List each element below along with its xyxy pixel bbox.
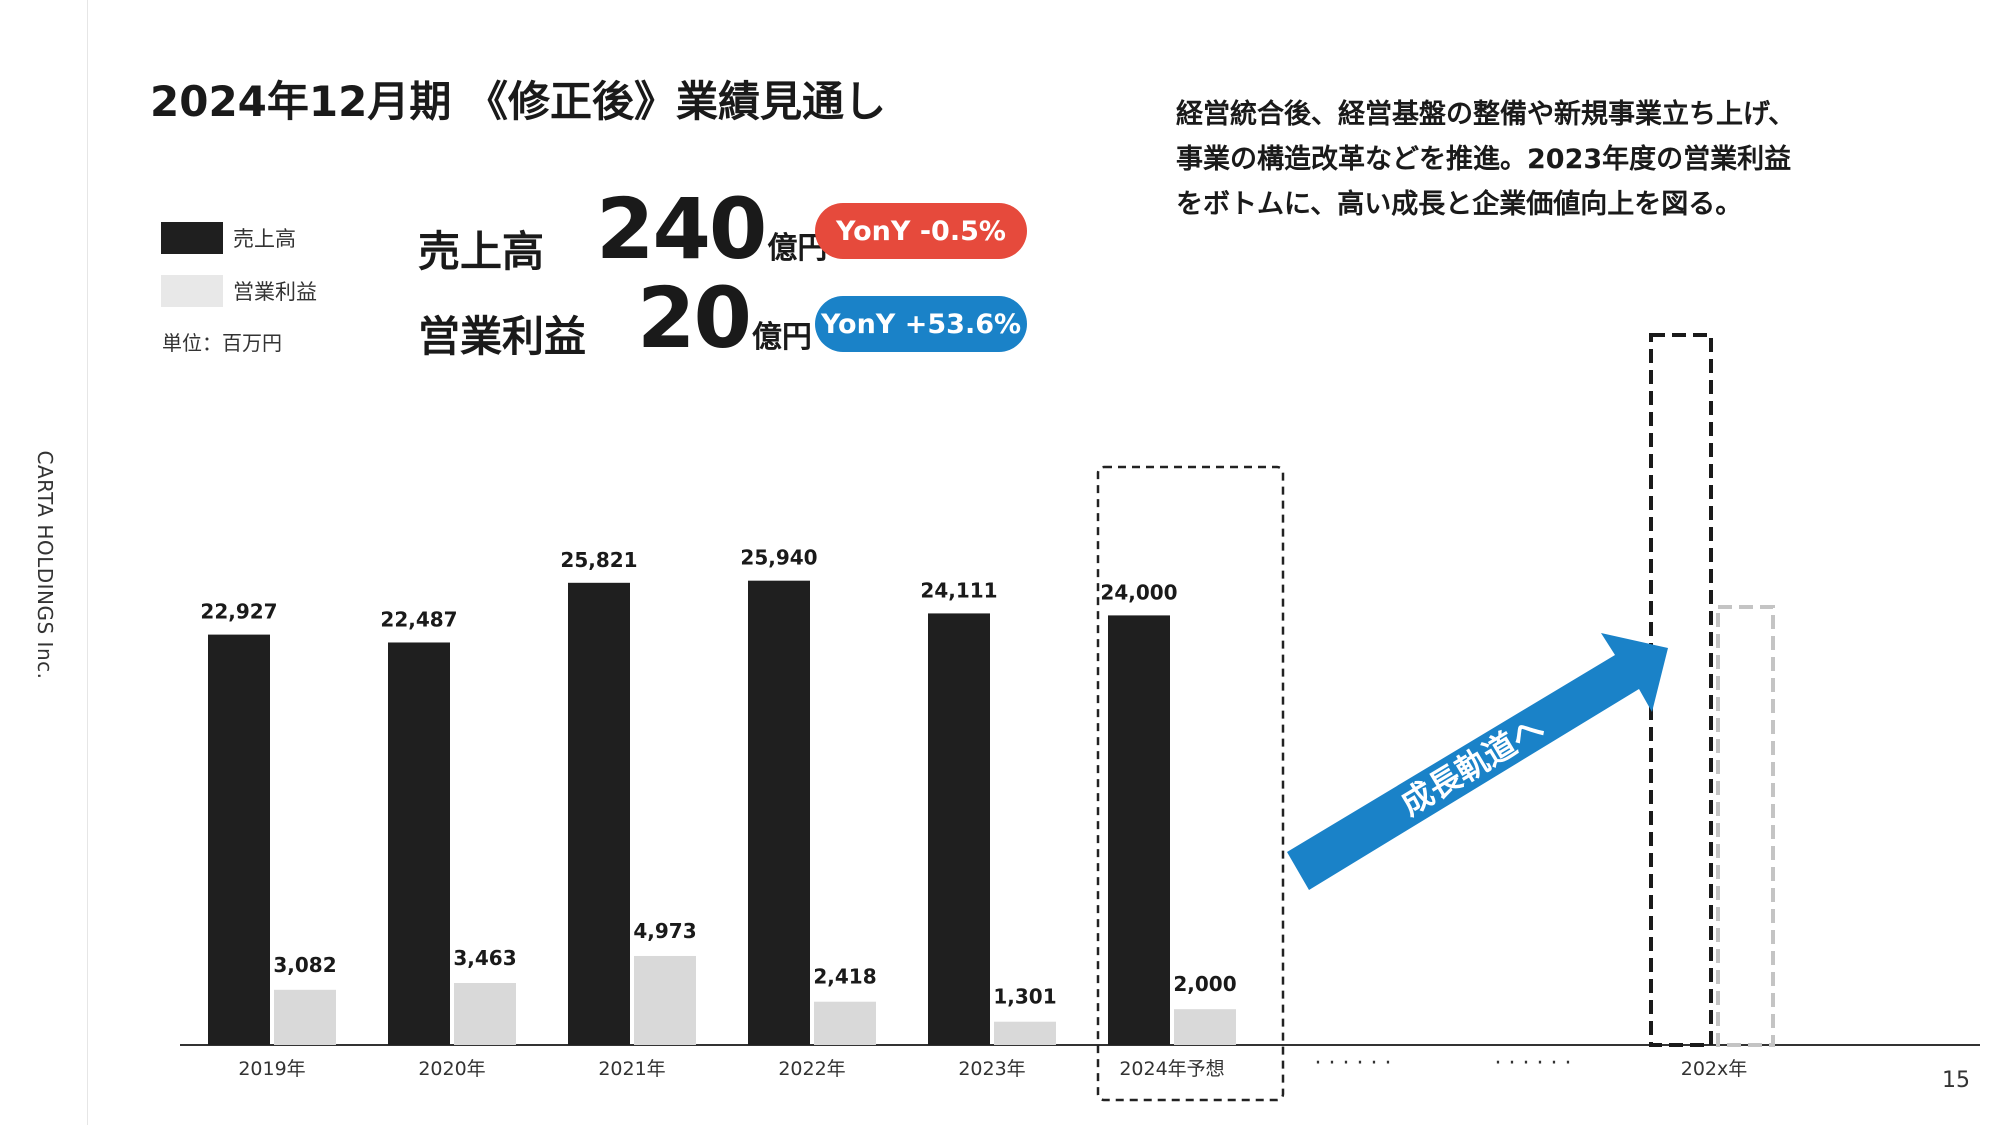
x-tick-label: 2022年	[778, 1058, 845, 1080]
ellipsis-label: · · · · · ·	[1495, 1051, 1572, 1076]
page-number: 15	[1942, 1068, 1970, 1093]
kpi-value-operating-profit: 20億円	[637, 276, 812, 360]
data-label-sales: 24,000	[1100, 580, 1177, 604]
data-label-sales: 25,821	[560, 548, 637, 572]
bar-sales	[928, 613, 990, 1045]
bar-operating-profit	[1174, 1009, 1236, 1045]
yony-badge-operating-profit: YonY +53.6%	[815, 296, 1027, 352]
data-label-operating-profit: 2,000	[1173, 972, 1236, 996]
description-line: 経営統合後、経営基盤の整備や新規事業立ち上げ、	[1176, 99, 1796, 130]
legend-item-sales: 売上高	[161, 222, 296, 254]
bar-sales	[1108, 615, 1170, 1045]
future-bar-sales	[1649, 333, 1713, 1047]
kpi-label-operating-profit: 営業利益	[418, 312, 587, 361]
side-rule	[87, 0, 88, 1125]
growth-arrow-label: 成長軌道へ	[1394, 708, 1551, 823]
kpi-number: 240	[596, 180, 767, 278]
growth-arrow-icon	[1287, 633, 1668, 890]
kpi-unit: 億円	[751, 320, 812, 355]
bar-operating-profit	[454, 983, 516, 1045]
description: 経営統合後、経営基盤の整備や新規事業立ち上げ、 事業の構造改革などを推進。202…	[1176, 92, 1795, 227]
data-label-operating-profit: 4,973	[633, 919, 696, 943]
data-label-sales: 22,487	[380, 607, 457, 631]
data-label-operating-profit: 3,082	[273, 953, 336, 977]
bar-sales	[208, 634, 270, 1045]
legend-label: 営業利益	[233, 280, 317, 304]
data-label-operating-profit: 1,301	[993, 985, 1056, 1009]
ellipsis-label: · · · · · ·	[1315, 1051, 1392, 1076]
slide-title: 2024年12月期 《修正後》業績見通し	[150, 77, 886, 126]
data-label-operating-profit: 2,418	[813, 965, 876, 989]
bar-operating-profit	[274, 989, 336, 1045]
yony-badge-sales: YonY -0.5%	[815, 203, 1027, 259]
x-tick-label-future: 202x年	[1681, 1058, 1748, 1080]
x-tick-label: 2019年	[238, 1058, 305, 1080]
bar-operating-profit	[634, 955, 696, 1045]
x-tick-label: 2023年	[958, 1058, 1025, 1080]
legend-item-operating-profit: 営業利益	[161, 275, 317, 307]
bar-sales	[748, 580, 810, 1045]
legend-swatch-sales	[161, 222, 223, 254]
legend-swatch-operating-profit	[161, 275, 223, 307]
kpi-value-sales: 240億円	[596, 187, 827, 271]
x-tick-label: 2024年予想	[1119, 1058, 1224, 1080]
bar-operating-profit	[814, 1001, 876, 1045]
bar-sales	[568, 582, 630, 1045]
description-line: 事業の構造改革などを推進。2023年度の営業利益	[1176, 144, 1792, 175]
kpi-number: 20	[637, 269, 752, 367]
legend-label: 売上高	[233, 227, 296, 251]
data-label-sales: 24,111	[920, 578, 997, 602]
future-bar-operating-profit	[1716, 605, 1775, 1047]
x-tick-label: 2020年	[418, 1058, 485, 1080]
forecast-highlight-box	[1096, 465, 1285, 1102]
data-label-sales: 25,940	[740, 546, 817, 570]
description-line: をボトムに、高い成長と企業価値向上を図る。	[1176, 189, 1743, 220]
bar-sales	[388, 642, 450, 1045]
kpi-label-sales: 売上高	[418, 227, 545, 276]
data-label-operating-profit: 3,463	[453, 946, 516, 970]
unit-label: 単位：百万円	[162, 331, 282, 355]
x-tick-label: 2021年	[598, 1058, 665, 1080]
data-label-sales: 22,927	[200, 600, 277, 624]
bar-operating-profit	[994, 1021, 1056, 1045]
